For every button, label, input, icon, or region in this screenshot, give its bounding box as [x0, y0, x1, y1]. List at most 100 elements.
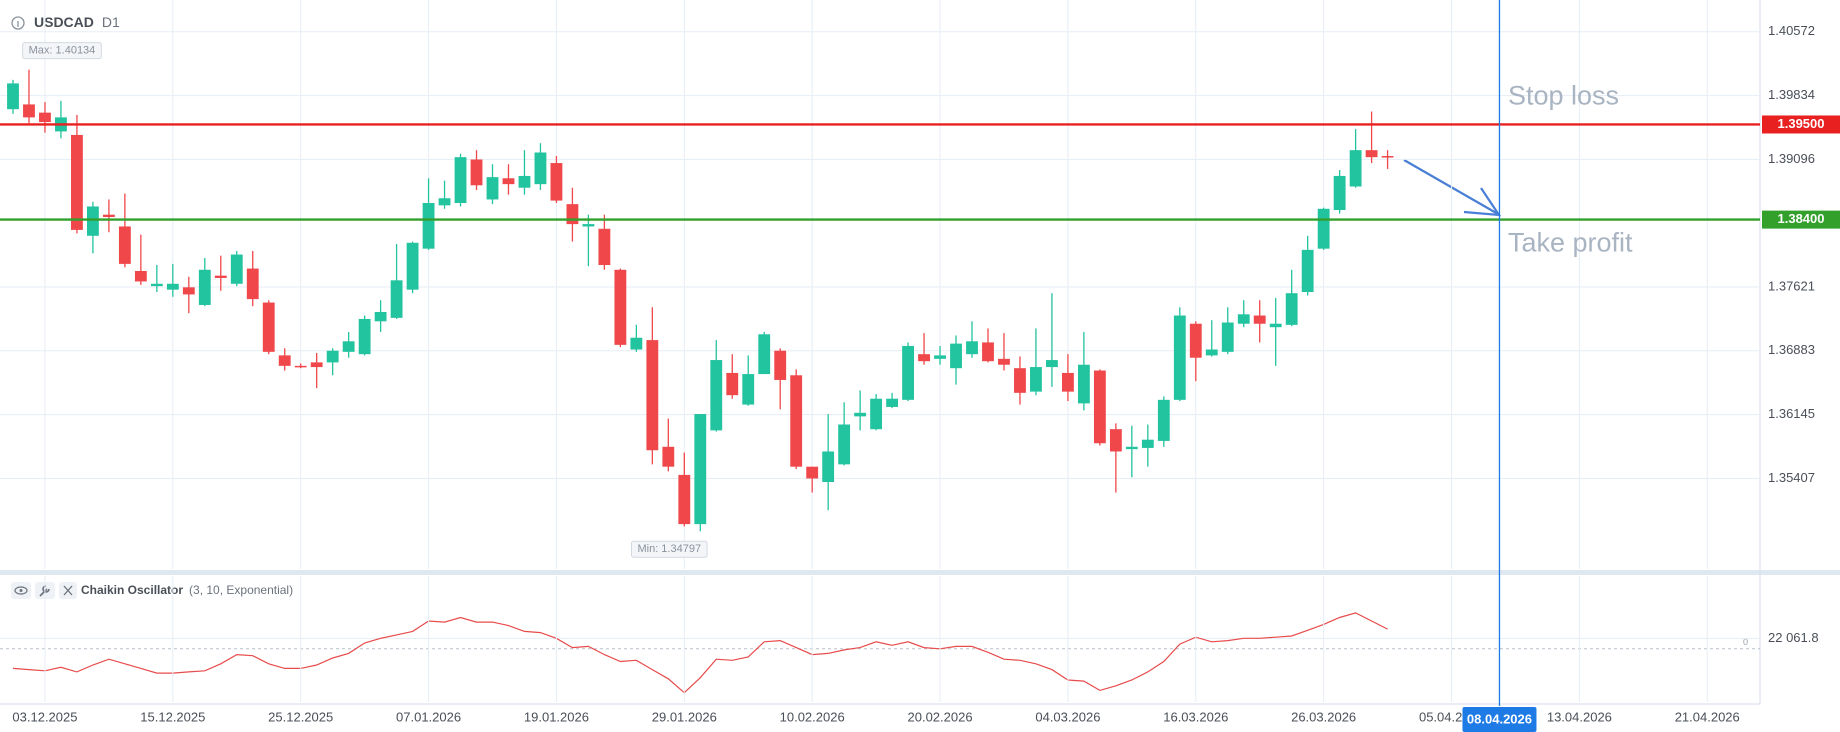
candle-body — [1221, 322, 1234, 352]
oscillator-line — [12, 612, 1388, 694]
candle-body — [886, 398, 899, 407]
candle-body — [566, 204, 579, 225]
min-label-box — [630, 540, 708, 558]
candle-body — [1077, 364, 1090, 404]
x-tick-label: 13.04.2026 — [1547, 709, 1612, 724]
x-tick-label: 15.12.2025 — [140, 709, 205, 724]
info-icon[interactable] — [11, 16, 25, 30]
candle-body — [326, 350, 339, 363]
candle-body — [71, 134, 83, 230]
x-tick-label: 04.03.2026 — [1035, 709, 1100, 724]
candle-body — [1061, 372, 1074, 392]
candle-body — [1317, 208, 1330, 249]
candle-body — [646, 340, 659, 451]
candle-body — [870, 398, 883, 430]
candle-body — [838, 424, 851, 465]
candle-body — [150, 283, 163, 287]
candle-body — [406, 242, 419, 290]
candle-body — [1141, 439, 1154, 448]
candle-body — [86, 206, 99, 236]
candle-body — [1253, 315, 1266, 324]
y-tick-label: 1.36883 — [1768, 342, 1815, 357]
candle-body — [1109, 429, 1122, 452]
symbol: USDCAD — [34, 14, 94, 30]
candle-body — [1285, 293, 1298, 325]
candle-body — [758, 334, 771, 375]
candle-body — [39, 112, 51, 123]
candle-body — [1125, 446, 1138, 450]
level-annotation: Stop loss — [1508, 81, 1619, 111]
candle-body — [774, 350, 787, 380]
candle-body — [934, 355, 946, 359]
candle-body — [118, 226, 131, 264]
candle-body — [230, 254, 243, 284]
candle-body — [102, 214, 115, 218]
candle-body — [1030, 367, 1042, 392]
candle-body — [550, 163, 563, 201]
candle-body — [742, 374, 755, 405]
candle-body — [998, 358, 1010, 365]
candle-body — [950, 343, 962, 369]
x-tick-label: 29.01.2026 — [652, 709, 717, 724]
indicator-header: Chaikin Oscillator (3, 10, Exponential) — [81, 583, 293, 597]
timeframe: D1 — [102, 14, 120, 30]
candle-body — [342, 341, 355, 352]
candle-body — [694, 414, 707, 525]
y-tick-label: 1.40572 — [1768, 23, 1815, 38]
candle-body — [422, 203, 435, 249]
candle-body — [1301, 249, 1314, 292]
candle-body — [822, 451, 835, 482]
x-tick-label: 20.02.2026 — [908, 709, 973, 724]
candle-body — [470, 159, 483, 186]
eye-icon — [14, 586, 28, 595]
x-tick-label: 25.12.2025 — [268, 709, 333, 724]
candle-body — [854, 412, 867, 417]
arrow-shaft — [1403, 159, 1499, 215]
indicator-params: (3, 10, Exponential) — [189, 583, 293, 597]
x-tick-label: 07.01.2026 — [396, 709, 461, 724]
x-tick-label: 26.03.2026 — [1291, 709, 1356, 724]
level-tag — [1762, 115, 1840, 134]
y-tick-label: 1.36145 — [1768, 406, 1815, 421]
level-tag-label: 1.39500 — [1778, 116, 1825, 131]
candle-body — [214, 275, 227, 278]
candle-body — [710, 360, 723, 431]
x-tick-label: 03.12.2025 — [12, 709, 77, 724]
candle-body — [246, 268, 259, 300]
candle-body — [7, 83, 19, 110]
candle-body — [166, 283, 179, 290]
candle-body — [1381, 156, 1394, 158]
y-tick-label: 1.39096 — [1768, 151, 1815, 166]
candle-body — [374, 311, 387, 322]
candle-body — [1349, 150, 1362, 187]
max-label-box — [22, 42, 102, 60]
candle-body — [262, 302, 275, 352]
candle-body — [198, 269, 211, 305]
indicator-controls — [11, 582, 77, 599]
min-label: Min: 1.34797 — [637, 543, 701, 555]
candle-body — [1157, 399, 1170, 441]
x-tick-label: 21.04.2026 — [1675, 709, 1740, 724]
cursor-tag — [1462, 707, 1537, 732]
candle-body — [23, 104, 35, 118]
x-tick-label: 16.03.2026 — [1163, 709, 1228, 724]
x-tick-label: 19.01.2026 — [524, 709, 589, 724]
candle-body — [454, 157, 467, 204]
candle-body — [614, 269, 627, 345]
panel-separator — [0, 570, 1840, 575]
candle-body — [518, 175, 531, 188]
y-tick-label: 22 061.8 — [1768, 630, 1819, 645]
y-tick-label: 0 — [1743, 637, 1748, 647]
candle-body — [678, 474, 691, 525]
y-tick-label: 1.37621 — [1768, 278, 1815, 293]
candle-body — [966, 341, 978, 355]
candle-body — [1093, 370, 1106, 444]
max-label: Max: 1.40134 — [29, 45, 96, 57]
candle-body — [630, 337, 643, 350]
candle-body — [134, 270, 147, 282]
candle-body — [534, 152, 547, 185]
candle-body — [358, 318, 371, 355]
candle-body — [1046, 360, 1058, 368]
